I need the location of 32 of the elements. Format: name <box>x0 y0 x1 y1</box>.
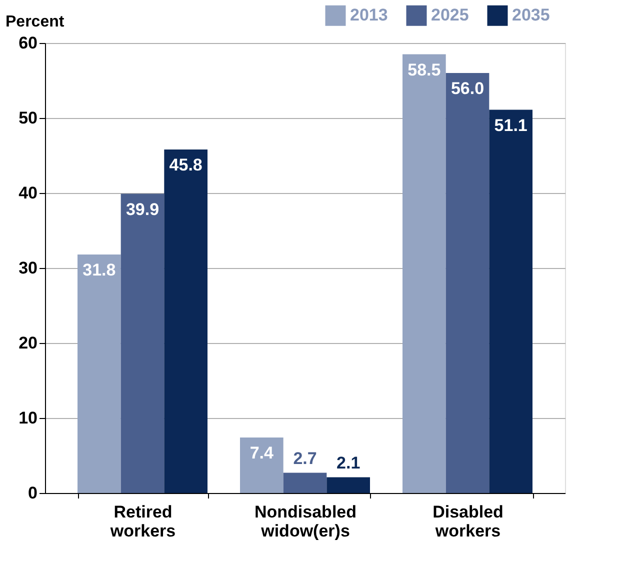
legend-label: 2035 <box>512 6 550 25</box>
bar <box>446 73 490 493</box>
y-tick-label: 0 <box>28 484 38 502</box>
y-tick-label: 30 <box>18 258 38 278</box>
x-tick-label: Retired workers <box>109 502 176 540</box>
bar <box>120 194 164 493</box>
data-label: 2.7 <box>293 448 317 468</box>
bar <box>164 150 208 493</box>
bar <box>78 254 121 493</box>
legend-label: 2025 <box>431 6 469 25</box>
data-label: 31.8 <box>82 260 116 280</box>
bar <box>489 110 532 493</box>
data-label: 7.4 <box>250 444 274 462</box>
bar <box>283 472 327 493</box>
bar <box>326 477 370 493</box>
data-label: 58.5 <box>408 60 441 80</box>
x-tick-label: Nondisabled widow(er)s <box>254 502 357 540</box>
data-label: 39.9 <box>126 200 160 219</box>
legend-label: 2013 <box>350 6 388 25</box>
y-tick-label: 20 <box>18 334 38 352</box>
y-tick-label: 60 <box>18 34 38 52</box>
y-tick-label: 40 <box>18 184 38 202</box>
data-label: 2.1 <box>336 453 360 472</box>
x-tick-label: Disabled workers <box>432 502 504 540</box>
bar <box>402 54 446 493</box>
data-label: 51.1 <box>494 116 528 135</box>
y-tick-label: 50 <box>18 108 38 128</box>
data-label: 45.8 <box>169 156 202 174</box>
y-tick-label: 10 <box>18 408 38 428</box>
data-label: 56.0 <box>450 79 484 98</box>
bar <box>240 438 284 493</box>
y-axis-title: Percent <box>6 14 65 30</box>
